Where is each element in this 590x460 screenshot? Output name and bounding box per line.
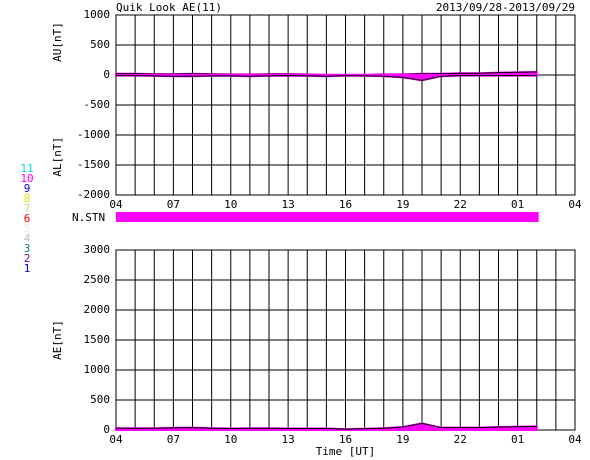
line	[116, 75, 537, 81]
y-tick-label: 2000	[84, 303, 111, 316]
x-tick-label: 04	[568, 433, 582, 446]
station-number: 9	[24, 182, 31, 195]
y-tick-label: 1500	[84, 333, 111, 346]
station-number: 1	[24, 262, 31, 275]
station-number: 8	[24, 192, 31, 205]
x-tick-label: 13	[282, 433, 295, 446]
x-tick-label: 16	[339, 433, 352, 446]
y-tick-label: 500	[90, 393, 110, 406]
y-tick-label: 0	[103, 423, 110, 436]
y-tick-label: -1000	[77, 128, 110, 141]
x-tick-label: 22	[454, 433, 467, 446]
y-axis-label: AU[nT]	[51, 22, 64, 62]
station-number: 7	[24, 202, 31, 215]
y-axis-label: AE[nT]	[51, 320, 64, 360]
x-tick-label: 10	[224, 433, 237, 446]
x-tick-label: 13	[282, 198, 295, 211]
x-tick-label: 07	[167, 198, 180, 211]
y-tick-label: -2000	[77, 188, 110, 201]
station-number: 2	[24, 252, 31, 265]
x-tick-label: 04	[109, 198, 123, 211]
x-tick-label: 19	[396, 198, 409, 211]
y-tick-label: -1500	[77, 158, 110, 171]
station-number: 5	[24, 222, 31, 235]
station-number: 6	[24, 212, 31, 225]
x-tick-label: 04	[109, 433, 123, 446]
y-tick-label: 1000	[84, 363, 111, 376]
y-tick-label: 1000	[84, 8, 111, 21]
x-tick-label: 01	[511, 433, 524, 446]
x-axis-label: Time [UT]	[316, 445, 376, 458]
station-number: 4	[24, 232, 31, 245]
chart-title: Quik Look AE(11)	[116, 1, 222, 14]
x-tick-label: 07	[167, 433, 180, 446]
station-number: 10	[20, 172, 33, 185]
y-tick-label: 2500	[84, 273, 111, 286]
x-tick-label: 19	[396, 433, 409, 446]
chart-subtitle: 2013/09/28-2013/09/29	[436, 1, 575, 14]
x-tick-label: 04	[568, 198, 582, 211]
nstn-bar	[116, 212, 539, 222]
x-tick-label: 01	[511, 198, 524, 211]
line	[116, 422, 537, 430]
x-tick-label: 10	[224, 198, 237, 211]
station-number: 3	[24, 242, 31, 255]
y-tick-label: 0	[103, 68, 110, 81]
nstn-label: N.STN	[72, 211, 105, 224]
y-tick-label: 500	[90, 38, 110, 51]
y-tick-label: 3000	[84, 243, 111, 256]
y-tick-label: -500	[84, 98, 111, 111]
station-number: 11	[20, 162, 33, 175]
y-axis-label: AL[nT]	[51, 137, 64, 177]
x-tick-label: 16	[339, 198, 352, 211]
x-tick-label: 22	[454, 198, 467, 211]
